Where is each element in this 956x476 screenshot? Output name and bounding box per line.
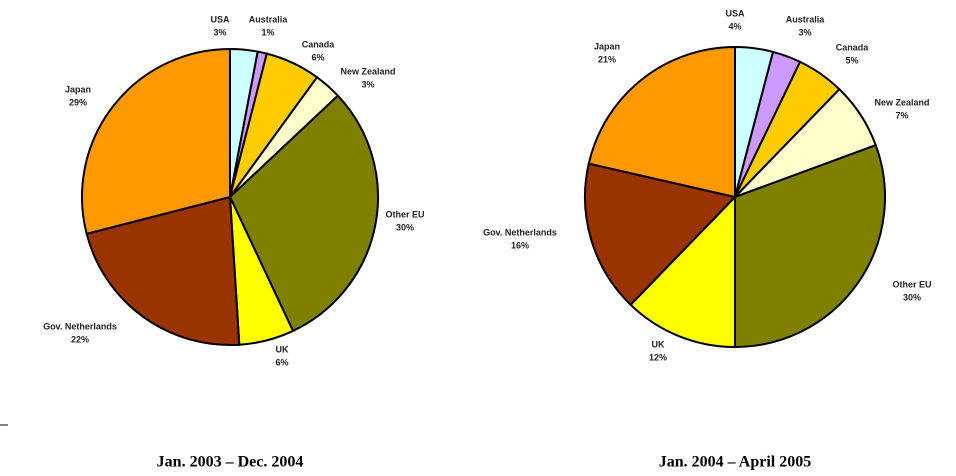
pie-slice — [587, 45, 736, 199]
pie-slice — [629, 194, 736, 349]
slice-label: Australia — [786, 14, 826, 24]
slice-value: 6% — [275, 357, 288, 367]
slice-label: Australia — [249, 14, 289, 24]
slice-label: USA — [210, 14, 230, 24]
slice-label: Gov. Netherlands — [43, 321, 117, 331]
pie-slice — [584, 162, 737, 307]
slice-value: 3% — [361, 79, 374, 89]
slice-value: 21% — [598, 54, 616, 64]
pie-subtitle: Jan. 2003 – Dec. 2004 — [157, 454, 304, 471]
slice-label: Other EU — [892, 279, 931, 289]
pie-slice — [85, 195, 241, 346]
slice-label: Japan — [65, 84, 91, 94]
slice-value: 3% — [213, 27, 226, 37]
pie-slice — [228, 94, 379, 333]
slice-label: USA — [725, 8, 745, 18]
slice-label: Canada — [836, 42, 870, 52]
slice-label: New Zealand — [340, 66, 395, 76]
slice-label: New Zealand — [874, 97, 929, 107]
slice-label: Japan — [594, 41, 620, 51]
pie-slice — [81, 47, 231, 236]
slice-value: 30% — [396, 222, 414, 232]
slice-value: 3% — [798, 27, 811, 37]
slice-label: Other EU — [385, 209, 424, 219]
slice-value: 30% — [903, 292, 921, 302]
slice-value: 1% — [261, 27, 274, 37]
slice-value: 5% — [845, 55, 858, 65]
slice-label: Gov. Netherlands — [483, 227, 557, 237]
pie-subtitle: Jan. 2004 – April 2005 — [659, 454, 811, 471]
slice-label: Canada — [302, 39, 336, 49]
slice-value: 22% — [71, 334, 89, 344]
slice-value: 7% — [895, 110, 908, 120]
slice-value: 12% — [649, 352, 667, 362]
slice-label: UK — [276, 344, 289, 354]
pie-slice — [734, 143, 886, 349]
slice-value: 4% — [728, 21, 741, 31]
slice-value: 16% — [511, 240, 529, 250]
slice-value: 6% — [311, 52, 324, 62]
slice-label: UK — [652, 339, 665, 349]
slice-value: 29% — [69, 97, 87, 107]
